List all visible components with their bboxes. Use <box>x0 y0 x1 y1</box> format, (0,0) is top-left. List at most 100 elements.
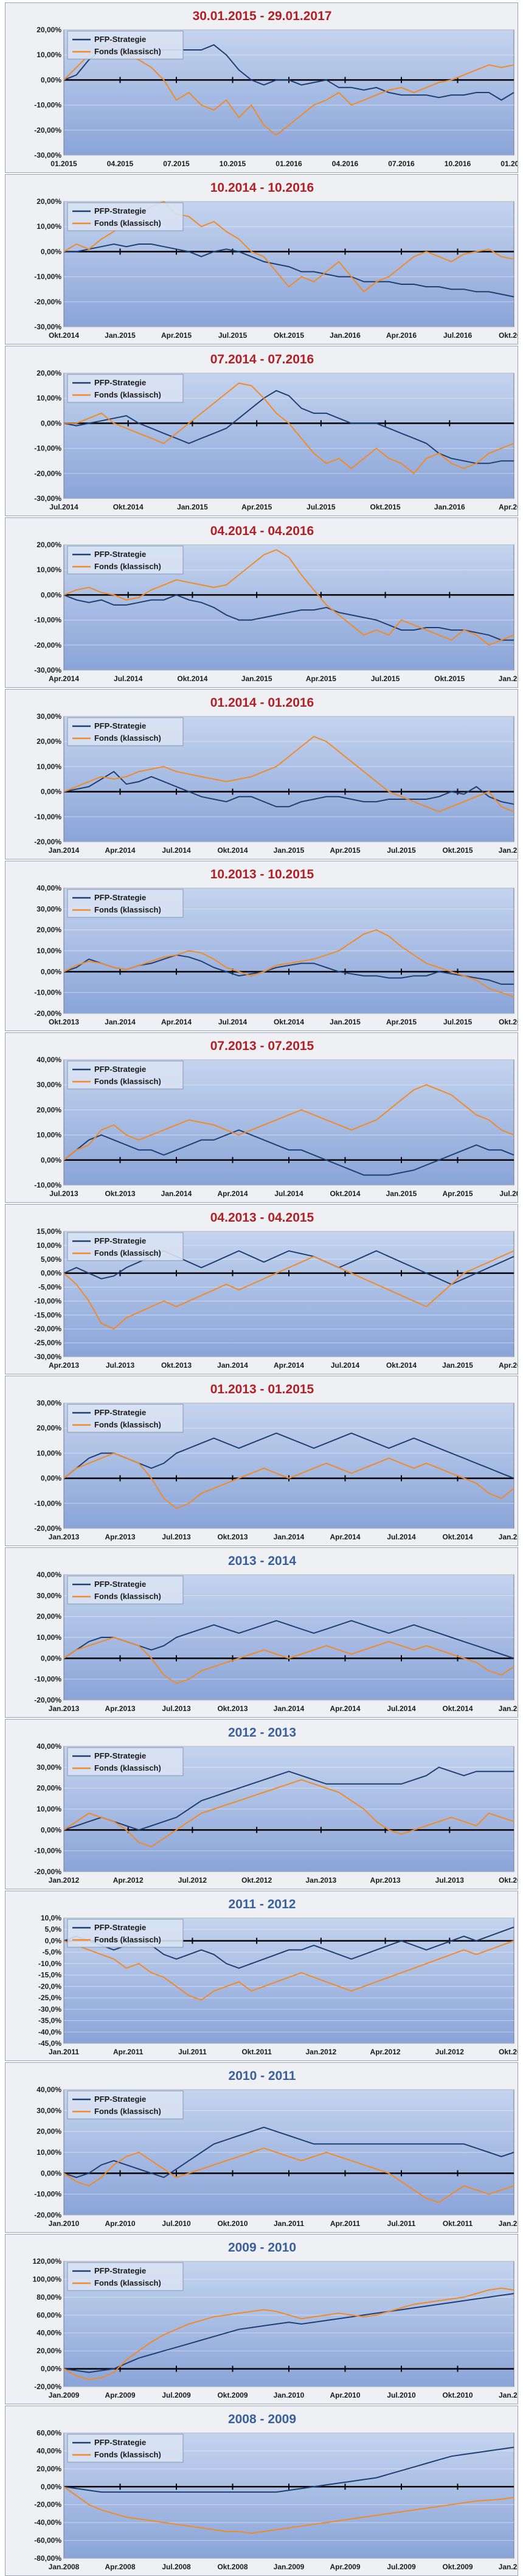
legend <box>67 1060 184 1090</box>
x-tick-label: Okt.2014 <box>217 846 248 855</box>
legend-label: PFP-Strategie <box>94 2095 146 2104</box>
x-tick-label: Okt.2011 <box>241 2048 272 2056</box>
y-tick-label: 20,00% <box>36 737 61 746</box>
legend <box>67 374 184 403</box>
x-tick-label: Apr.2009 <box>330 2563 360 2571</box>
legend-label: PFP-Strategie <box>94 378 146 387</box>
y-tick-label: -15,0% <box>38 1971 61 1979</box>
x-tick-label: Okt.2015 <box>370 503 401 511</box>
y-tick-label: 20,00% <box>36 926 61 934</box>
legend <box>67 2090 184 2119</box>
chart-panel: 10.2013 - 10.2015 40,00% 30,00% 20,00% 10,00… <box>5 861 518 1031</box>
y-tick-label: 20,00% <box>36 541 61 549</box>
x-tick-label: Jan.2010 <box>49 2219 80 2228</box>
legend-label: PFP-Strategie <box>94 1065 146 1074</box>
y-tick-label: 20,00% <box>36 26 61 34</box>
x-tick-label: Jul.2015 <box>307 503 336 511</box>
x-tick-label: Okt.2012 <box>241 1876 272 1885</box>
legend-label: PFP-Strategie <box>94 1580 146 1589</box>
x-tick-label: Jul.2008 <box>162 2563 191 2571</box>
chart-title: 01.2014 - 01.2016 <box>210 696 314 710</box>
series-line-pfp <box>63 2126 514 2179</box>
chart-title: 2009 - 2010 <box>228 2241 296 2255</box>
y-tick-label: -10,00% <box>34 2190 61 2199</box>
chart-svg: 30.01.2015 - 29.01.2017 20,00% 10,00% 0,00%… <box>34 9 518 168</box>
series-line-fonds <box>63 41 514 136</box>
y-tick-label: 10,00% <box>36 51 61 59</box>
x-tick-label: Apr.2013 <box>49 1361 79 1370</box>
y-tick-label: -40,00% <box>34 2518 61 2527</box>
y-tick-label: 5,0% <box>45 1925 62 1934</box>
y-tick-label: 30,00% <box>36 1080 61 1089</box>
chart-title: 10.2013 - 10.2015 <box>210 867 314 881</box>
x-tick-label: Okt.2009 <box>442 2563 473 2571</box>
x-tick-label: Jul.2014 <box>331 1361 360 1370</box>
chart-svg: 2008 - 2009 60,00% 40,00% 20,00% 0,00% -20,00… <box>34 2412 518 2571</box>
series-line-pfp <box>63 771 514 808</box>
x-tick-label: Apr.2015 <box>241 503 272 511</box>
y-tick-label: 0,00% <box>41 419 61 427</box>
y-tick-label: -15,00% <box>34 1311 61 1319</box>
legend <box>67 1232 184 1261</box>
x-tick-label: 10.2015 <box>220 159 246 168</box>
y-tick-label: 30,00% <box>36 1763 61 1771</box>
chart-panel: 2011 - 2012 10,0% 5,0% 0,0% -5,0% -10,0% -15,0… <box>5 1891 518 2061</box>
y-tick-label: 0,00% <box>41 75 61 84</box>
x-tick-label: Jul.2016 <box>443 331 473 340</box>
y-tick-label: 0,00% <box>41 1825 61 1834</box>
chart-title: 04.2014 - 04.2016 <box>210 524 314 538</box>
y-tick-label: 100,00% <box>33 2275 62 2283</box>
series-line-fonds <box>63 2147 514 2203</box>
x-tick-label: Jul.2012 <box>178 1876 207 1885</box>
x-tick-label: Apr.2012 <box>370 2048 401 2056</box>
chart-title: 2013 - 2014 <box>228 1554 296 1568</box>
x-tick-label: Apr.2010 <box>330 2391 360 2399</box>
y-tick-label: -25,00% <box>34 1339 61 1347</box>
y-tick-label: 30,00% <box>36 1591 61 1600</box>
y-tick-label: 10,00% <box>36 1633 61 1642</box>
y-tick-label: 10,00% <box>36 1241 61 1250</box>
chart-svg: 10.2014 - 10.2016 20,00% 10,00% 0,00% -10,00… <box>34 181 518 340</box>
chart-svg: 10.2013 - 10.2015 40,00% 30,00% 20,00% 10,00… <box>34 867 518 1026</box>
x-tick-label: 01.2016 <box>275 159 302 168</box>
x-tick-label: Okt.2013 <box>499 1876 518 1885</box>
y-tick-label: 0,00% <box>41 1474 61 1483</box>
x-tick-label: Apr.2015 <box>161 331 192 340</box>
y-tick-label: 0,00% <box>41 590 61 599</box>
y-tick-label: 20,00% <box>36 1105 61 1114</box>
y-tick-label: 40,00% <box>36 2329 61 2337</box>
series-line-pfp <box>63 1250 514 1286</box>
x-tick-label: Apr.2011 <box>113 2048 144 2056</box>
y-tick-label: 40,00% <box>36 1055 61 1064</box>
x-tick-label: Jan.2014 <box>49 846 80 855</box>
x-tick-label: 04.2015 <box>107 159 134 168</box>
y-tick-label: 20,00% <box>36 2127 61 2136</box>
x-tick-label: Okt.2014 <box>386 1361 417 1370</box>
chart-title: 07.2013 - 07.2015 <box>210 1039 314 1053</box>
y-tick-label: 10,00% <box>36 1131 61 1139</box>
legend-label: Fonds (klassisch) <box>94 1077 161 1086</box>
x-tick-label: 01.2015 <box>50 159 77 168</box>
x-tick-label: Okt.2014 <box>49 331 79 340</box>
x-tick-label: Jan.2015 <box>274 846 305 855</box>
series-line-fonds <box>63 735 514 813</box>
y-tick-label: -20,00% <box>34 1325 61 1333</box>
x-tick-label: Okt.2014 <box>330 1189 360 1198</box>
series-line-pfp <box>63 594 514 641</box>
chart-svg: 2012 - 2013 40,00% 30,00% 20,00% 10,00% 0,00%… <box>34 1726 518 1885</box>
y-tick-label: 30,00% <box>36 1399 61 1407</box>
x-tick-label: Apr.2010 <box>105 2219 135 2228</box>
x-tick-label: Jan.2015 <box>105 331 136 340</box>
y-tick-label: -30,00% <box>34 1353 61 1361</box>
chart-panel: 2013 - 2014 40,00% 30,00% 20,00% 10,00% 0,00%… <box>5 1547 518 1718</box>
y-tick-label: -10,00% <box>34 1675 61 1684</box>
legend-label: PFP-Strategie <box>94 35 146 44</box>
x-tick-label: Apr.2014 <box>330 1704 360 1713</box>
x-tick-label: Jan.2015 <box>241 674 272 683</box>
y-tick-label: -30,00% <box>34 666 61 674</box>
y-tick-label: 30,00% <box>36 905 61 913</box>
x-tick-label: Apr.2014 <box>105 846 135 855</box>
y-tick-label: -40,0% <box>38 2028 61 2036</box>
chart-title: 07.2014 - 07.2016 <box>210 352 314 366</box>
legend <box>67 717 184 746</box>
